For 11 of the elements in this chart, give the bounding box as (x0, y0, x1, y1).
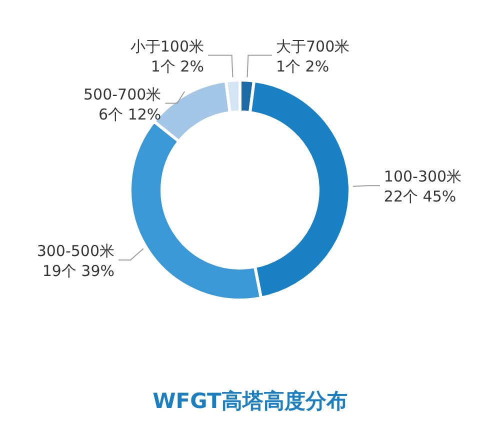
data-label: 1个 2% (276, 57, 330, 76)
data-label: 6个 12% (98, 105, 162, 124)
data-label: 22个 45% (384, 188, 456, 206)
slice-label: 大于700米 (276, 37, 350, 56)
slice-label: 500-700米 (84, 85, 162, 104)
data-label: 1个 2% (150, 57, 204, 76)
text: WFGT高塔高度分布 (152, 389, 348, 413)
slice-label: 小于100米 (130, 37, 204, 56)
data-label: 19个 39% (42, 262, 115, 280)
slice-label: 100-300米 (384, 168, 462, 186)
slice-label: 300-500米 (36, 242, 115, 260)
